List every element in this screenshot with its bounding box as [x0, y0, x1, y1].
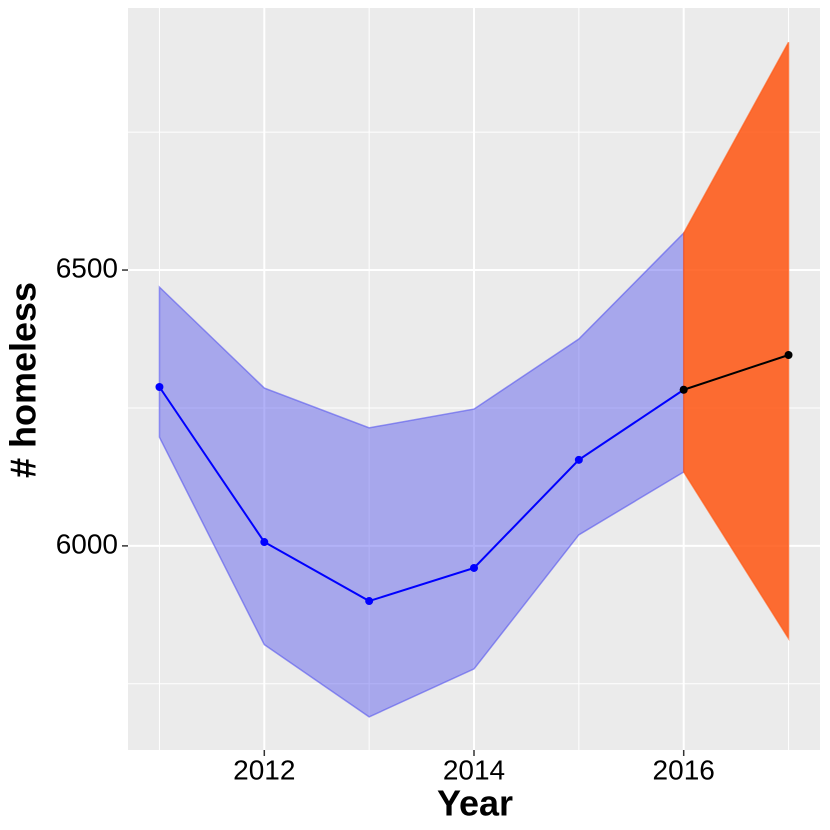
- line: [158, 386, 685, 603]
- marks: [155, 41, 793, 718]
- x-tick-label: 2014: [443, 754, 505, 785]
- point: [470, 563, 478, 572]
- point: [574, 455, 583, 464]
- x-tick-label: 2016: [653, 754, 715, 785]
- x-tick-label: 2012: [233, 754, 295, 785]
- y-axis-title: # homeless: [3, 282, 44, 478]
- point: [155, 382, 164, 391]
- point: [784, 351, 793, 360]
- point: [365, 597, 374, 606]
- line: [683, 354, 789, 391]
- y-tick-label: 6000: [56, 528, 118, 559]
- y-tick-label: 6500: [56, 252, 118, 283]
- point: [679, 385, 688, 394]
- x-axis-title: Year: [437, 783, 513, 824]
- point: [260, 538, 269, 547]
